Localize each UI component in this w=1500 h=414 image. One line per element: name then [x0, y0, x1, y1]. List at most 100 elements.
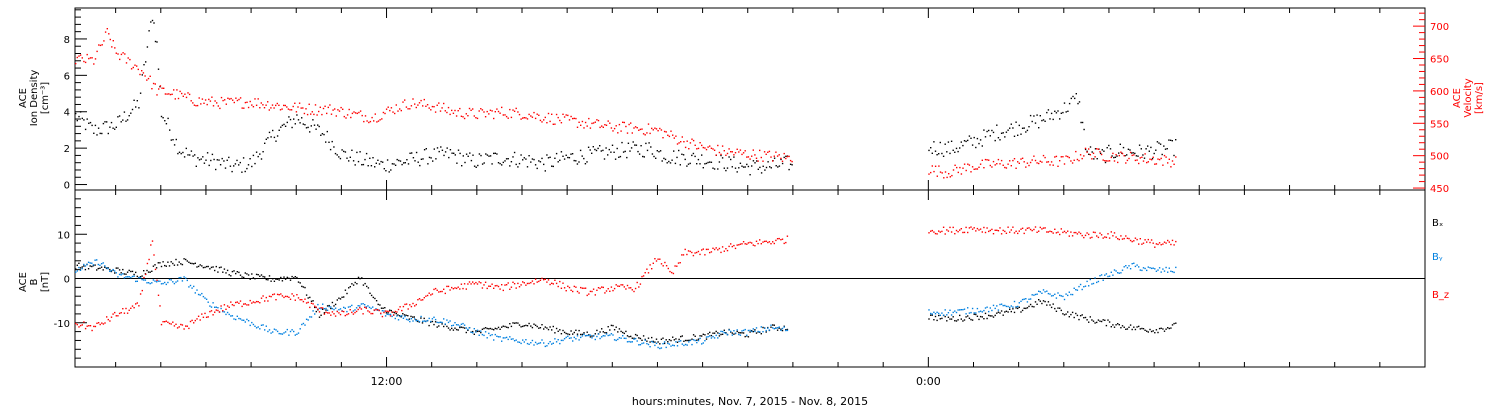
ion-density-series-point: [150, 21, 152, 23]
b-series-1-point: [683, 344, 685, 347]
b-series-2-point: [423, 297, 425, 299]
velocity-series-point: [657, 130, 659, 132]
b-series-2-point: [236, 301, 238, 303]
b-series-0-point: [1017, 307, 1019, 310]
ion-density-series-point: [594, 148, 596, 151]
velocity-series-point: [338, 110, 341, 112]
b-series-1-point: [744, 328, 746, 331]
velocity-series-point: [430, 109, 432, 111]
b-series-0-point: [652, 340, 654, 343]
b-series-1-point: [339, 308, 342, 310]
b-series-1-point: [1026, 301, 1029, 303]
b-series-1-point: [1149, 267, 1151, 269]
ion-density-series-point: [1049, 118, 1051, 120]
ion-density-series-point: [934, 150, 937, 152]
b-series-1-point: [1100, 274, 1103, 276]
b-series-0-point: [310, 300, 313, 302]
b-series-1-point: [785, 329, 787, 332]
ion-density-series-point: [309, 131, 311, 133]
b-series-1-point: [723, 331, 725, 334]
b-series-2-point: [1155, 243, 1158, 245]
b-series-1-point: [1084, 285, 1087, 287]
velocity-series-point: [578, 121, 580, 123]
velocity-series-point: [946, 176, 948, 179]
b-series-2-point: [642, 275, 645, 277]
velocity-series-point: [654, 127, 656, 129]
b-series-0-point: [981, 316, 983, 318]
velocity-series-point: [655, 128, 658, 130]
b-series-1-point: [767, 327, 769, 329]
velocity-series-point: [106, 28, 108, 30]
b-series-0-point: [1128, 326, 1130, 328]
velocity-series-point: [712, 148, 714, 150]
b-series-0-point: [1054, 307, 1056, 310]
b-series-1-point: [581, 335, 584, 337]
b-series-0-point: [257, 274, 259, 276]
ion-density-series-point: [725, 169, 727, 172]
b-series-1-point: [1104, 274, 1106, 276]
b-series-2-point: [962, 231, 964, 234]
velocity-series-point: [200, 103, 202, 105]
ion-density-series-point: [567, 156, 569, 159]
b-series-1-point: [193, 285, 195, 288]
b-series-1-point: [746, 334, 748, 336]
b-series-0-point: [928, 318, 930, 320]
b-series-2-point: [654, 258, 656, 260]
b-series-1-point: [343, 306, 345, 309]
b-series-0-point: [941, 317, 943, 320]
ion-density-series-point: [189, 154, 191, 156]
ion-density-series-point: [1134, 152, 1136, 155]
b-series-1-point: [572, 340, 574, 342]
b-series-0-point: [1002, 314, 1004, 316]
b-series-1-point: [144, 279, 147, 281]
velocity-series-point: [473, 115, 475, 117]
b-series-0-point: [717, 332, 719, 334]
b-series-1-point: [1139, 269, 1141, 271]
b-series-1-point: [175, 281, 177, 283]
ion-density-series-point: [448, 156, 450, 159]
b-series-1-point: [483, 334, 485, 337]
ion-density-series-point: [470, 159, 473, 162]
ion-density-series-point: [157, 68, 160, 70]
b-series-1-point: [214, 306, 216, 308]
velocity-series-point: [956, 166, 958, 169]
b-series-1-point: [173, 282, 176, 285]
b-series-1-point: [536, 343, 538, 345]
ion-density-series-point: [102, 122, 105, 125]
b-series-2-point: [170, 323, 172, 325]
b-series-0-point: [1107, 319, 1109, 321]
b-series-1-point: [646, 342, 648, 345]
velocity-series-point: [1028, 164, 1030, 167]
b-series-0-point: [1010, 310, 1012, 313]
b-series-1-point: [692, 339, 695, 341]
velocity-series-point: [573, 117, 575, 120]
b-series-0-point: [952, 316, 954, 318]
b-series-1-point: [446, 319, 448, 321]
ion-density-series-point: [396, 158, 398, 161]
b-series-2-point: [1142, 242, 1145, 244]
b-series-2-point: [567, 285, 569, 287]
b-series-1-point: [165, 283, 167, 286]
velocity-series-point: [369, 120, 372, 123]
b-series-0-point: [1125, 328, 1127, 330]
ion-density-series-point: [1101, 149, 1103, 151]
velocity-series-point: [1033, 155, 1035, 157]
velocity-series-point: [504, 114, 506, 116]
b-series-1-point: [570, 337, 572, 339]
b-series-1-point: [971, 307, 974, 310]
b-series-0-point: [128, 269, 130, 272]
b-series-1-point: [626, 341, 629, 343]
b-series-0-point: [484, 327, 487, 329]
b-series-0-point: [252, 277, 255, 279]
ion-density-series-point: [481, 163, 484, 165]
b-series-0-point: [567, 333, 569, 335]
b-series-2-point: [1157, 243, 1159, 246]
b-series-2-point: [1096, 235, 1098, 237]
b-series-2-point: [365, 307, 367, 309]
velocity-series-point: [531, 116, 534, 118]
ion-density-series-point: [284, 125, 287, 127]
b-series-1-point: [404, 315, 406, 318]
b-series-1-point: [678, 340, 680, 343]
b-series-0-point: [707, 333, 709, 335]
ion-density-series-point: [555, 152, 558, 155]
